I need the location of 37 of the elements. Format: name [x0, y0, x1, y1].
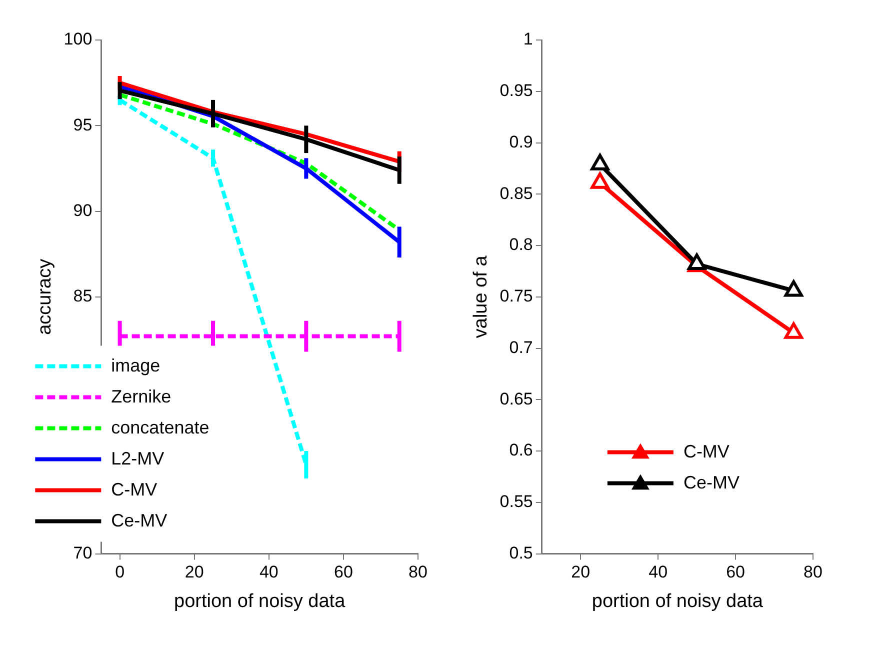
x-tick-label: 80 — [408, 562, 428, 582]
y-tick-label: 1 — [523, 30, 533, 49]
x-axis-title: portion of noisy data — [592, 590, 764, 612]
y-tick-label: 0.5 — [509, 543, 533, 562]
y-tick-label: 0.9 — [509, 132, 533, 152]
y-tick-label: 70 — [73, 543, 92, 562]
y-tick-label: 0.6 — [509, 440, 533, 460]
legend-label: C-MV — [111, 479, 158, 500]
y-axis-title: accuracy — [34, 258, 56, 335]
x-tick-label: 20 — [571, 562, 590, 582]
y-tick-label: 0.95 — [500, 81, 533, 100]
y-tick-label: 0.8 — [509, 235, 533, 254]
x-tick-label: 0 — [115, 562, 125, 582]
y-axis-title: value of a — [470, 255, 492, 338]
x-tick-label: 40 — [648, 562, 668, 582]
y-tick-label: 0.55 — [500, 492, 533, 512]
legend-label: C-MV — [683, 441, 730, 462]
legend-label: image — [111, 355, 160, 376]
x-tick-label: 20 — [184, 562, 204, 582]
y-tick-label: 90 — [73, 200, 92, 220]
x-tick-label: 60 — [726, 562, 745, 582]
legend-label: Ce-MV — [111, 510, 168, 530]
y-tick-label: 0.7 — [509, 338, 533, 357]
y-tick-label: 0.85 — [500, 184, 533, 203]
legend-label: concatenate — [111, 417, 210, 438]
legend-label: Ce-MV — [683, 472, 740, 492]
x-tick-label: 60 — [334, 562, 353, 582]
x-axis-title: portion of noisy data — [174, 590, 346, 612]
y-tick-label: 85 — [73, 286, 92, 306]
y-tick-label: 0.75 — [500, 286, 533, 306]
x-tick-label: 80 — [804, 562, 822, 582]
x-tick-label: 40 — [259, 562, 278, 582]
y-tick-label: 0.65 — [500, 389, 533, 408]
y-tick-label: 95 — [73, 115, 92, 134]
y-tick-label: 100 — [64, 30, 92, 49]
legend-label: L2-MV — [111, 448, 164, 468]
legend-label: Zernike — [111, 386, 172, 406]
